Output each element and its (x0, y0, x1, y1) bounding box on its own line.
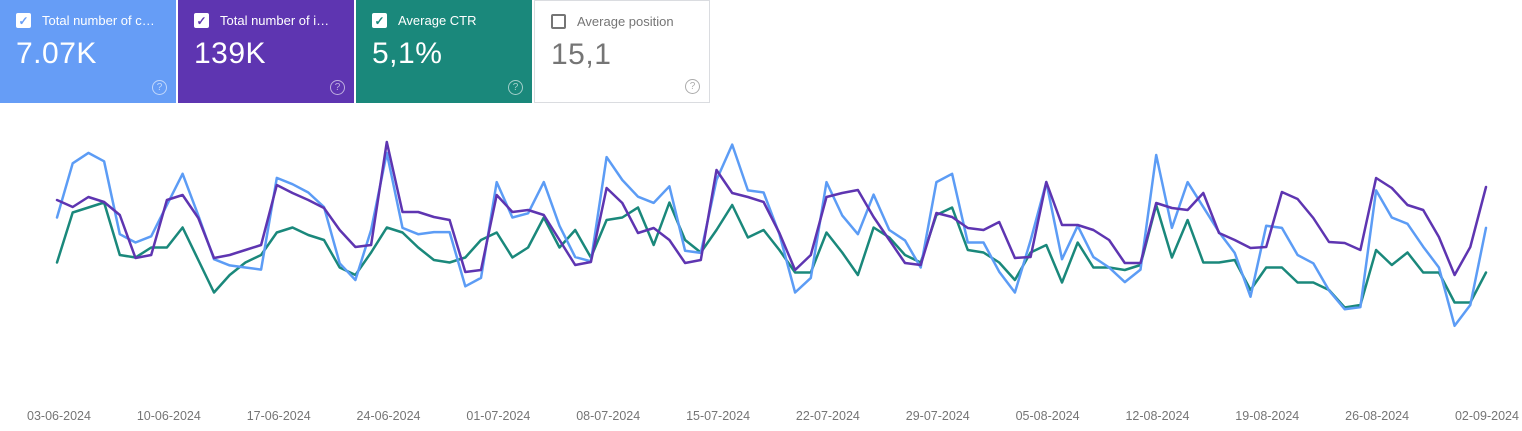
metric-card-value: 5,1% (372, 37, 443, 70)
metric-card-position[interactable]: Average position 15,1 ? (534, 0, 710, 103)
x-axis-tick: 19-08-2024 (1235, 409, 1300, 423)
x-axis-tick: 24-06-2024 (356, 409, 421, 423)
checkbox-checked-icon[interactable]: ✓ (194, 13, 209, 28)
metric-card-ctr[interactable]: ✓ Average CTR 5,1% ? (356, 0, 532, 103)
series-line-ctr (55, 201, 1488, 309)
metrics-summary: ✓ Total number of c… 7.07K ? ✓ Total num… (0, 0, 710, 103)
metric-card-value: 7.07K (16, 37, 97, 70)
metric-card-label: Total number of i… (220, 13, 330, 28)
x-axis-tick: 17-06-2024 (246, 409, 311, 423)
checkbox-unchecked-icon[interactable] (551, 14, 566, 29)
x-axis-tick: 01-07-2024 (466, 409, 531, 423)
metric-card-value: 139K (194, 37, 267, 70)
help-icon[interactable]: ? (685, 79, 700, 94)
series-line-impressions (55, 140, 1488, 277)
x-axis-tick: 05-08-2024 (1015, 409, 1080, 423)
x-axis-tick: 22-07-2024 (795, 409, 860, 423)
metric-card-header: ✓ Total number of c… (16, 13, 162, 28)
performance-chart[interactable] (0, 100, 1522, 400)
checkbox-checked-icon[interactable]: ✓ (16, 13, 31, 28)
x-axis-tick: 10-06-2024 (136, 409, 201, 423)
help-icon[interactable]: ? (152, 80, 167, 95)
metric-card-label: Total number of c… (42, 13, 155, 28)
x-axis-tick: 26-08-2024 (1345, 409, 1410, 423)
series-line-clicks (55, 143, 1488, 328)
x-axis-tick: 02-09-2024 (1454, 409, 1519, 423)
x-axis-tick: 29-07-2024 (905, 409, 970, 423)
x-axis-tick: 08-07-2024 (576, 409, 641, 423)
x-axis-labels: 03-06-2024 10-06-2024 17-06-2024 24-06-2… (26, 409, 1520, 423)
help-icon[interactable]: ? (330, 80, 345, 95)
x-axis-tick: 12-08-2024 (1125, 409, 1190, 423)
metric-card-label: Average CTR (398, 13, 477, 28)
help-icon[interactable]: ? (508, 80, 523, 95)
metric-card-clicks[interactable]: ✓ Total number of c… 7.07K ? (0, 0, 176, 103)
metric-card-header: Average position (551, 14, 695, 29)
metric-card-header: ✓ Total number of i… (194, 13, 340, 28)
metric-card-header: ✓ Average CTR (372, 13, 518, 28)
metric-card-value: 15,1 (551, 38, 612, 71)
x-axis-tick: 15-07-2024 (686, 409, 751, 423)
metric-card-label: Average position (577, 14, 674, 29)
chart-canvas (55, 140, 1488, 328)
x-axis-tick: 03-06-2024 (27, 409, 91, 423)
checkbox-checked-icon[interactable]: ✓ (372, 13, 387, 28)
metric-card-impressions[interactable]: ✓ Total number of i… 139K ? (178, 0, 354, 103)
